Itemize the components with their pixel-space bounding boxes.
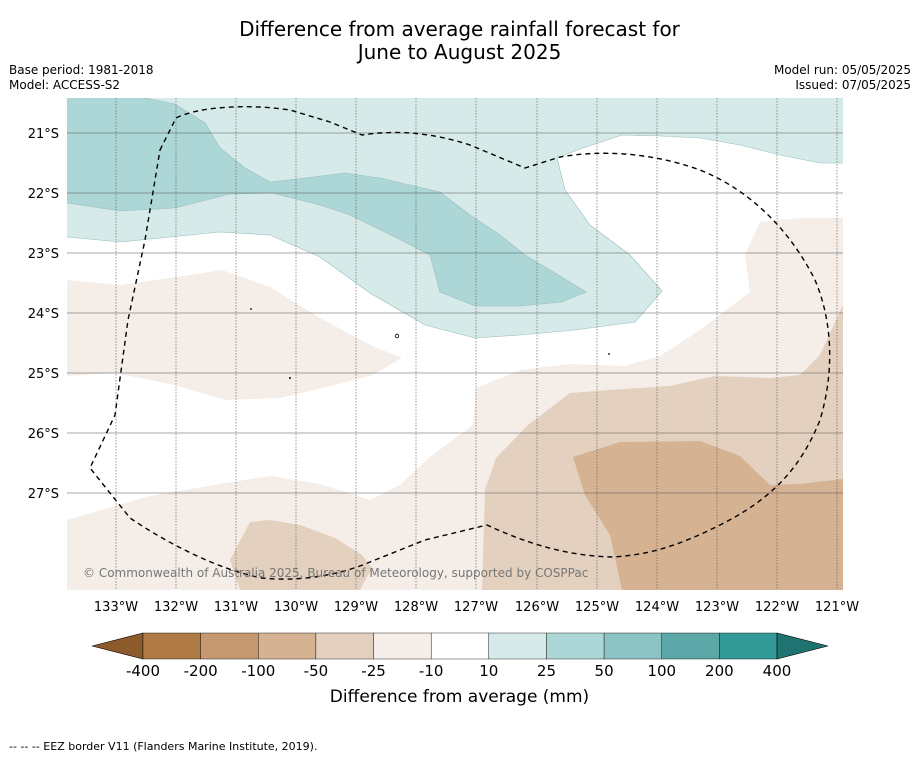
lat-label: 27°S — [28, 487, 59, 502]
contour-mid-teal-northwest — [67, 98, 586, 306]
island-marker — [608, 353, 610, 355]
title-line-2: June to August 2025 — [357, 40, 562, 64]
model-run: Model run: 05/05/2025 — [773, 63, 911, 77]
longitude-labels: 133°W 132°W 131°W 130°W 129°W 128°W 127°… — [94, 600, 859, 615]
colorbar-cell — [603, 632, 662, 660]
lon-label: 129°W — [334, 600, 378, 615]
colorbar-extend-high — [776, 632, 829, 660]
colorbar-tick-label: -50 — [304, 662, 329, 680]
lon-label: 131°W — [214, 600, 258, 615]
colorbar-tick-label: 50 — [595, 662, 614, 680]
lon-label: 124°W — [635, 600, 679, 615]
colorbar-tick-label: -200 — [184, 662, 218, 680]
latitude-labels: 21°S 22°S 23°S 24°S 25°S 26°S 27°S — [28, 127, 59, 502]
lon-label: 127°W — [454, 600, 498, 615]
colorbar-cell — [258, 632, 317, 660]
colorbar-cells — [142, 632, 778, 660]
colorbar-cell — [430, 632, 490, 660]
lon-label: 126°W — [515, 600, 559, 615]
lon-label: 121°W — [815, 600, 859, 615]
colorbar-extend-low — [91, 632, 144, 660]
colorbar-tick-label: -25 — [361, 662, 386, 680]
island-marker — [394, 333, 400, 339]
colorbar-cell — [142, 632, 201, 660]
colorbar-tick-label: 200 — [705, 662, 734, 680]
lat-label: 24°S — [28, 307, 59, 322]
lat-label: 26°S — [28, 427, 59, 442]
map-area: © Commonwealth of Australia 2025, Bureau… — [67, 98, 843, 590]
issued-date: Issued: 07/05/2025 — [795, 78, 911, 92]
colorbar-cell — [373, 632, 432, 660]
base-period: Base period: 1981-2018 — [9, 63, 154, 77]
colorbar-cell — [719, 632, 778, 660]
copyright-notice: © Commonwealth of Australia 2025, Bureau… — [83, 566, 588, 580]
contour-edges — [67, 98, 843, 339]
lat-gridlines — [67, 132, 843, 494]
colorbar-tick-label: 25 — [537, 662, 556, 680]
colorbar-cell — [200, 632, 259, 660]
colorbar-tick-labels: -400 -200 -100 -50 -25 -10 10 25 50 100 200 400 — [126, 662, 791, 680]
model-name: Model: ACCESS-S2 — [9, 78, 121, 92]
contour-mid-brown-east — [573, 441, 843, 590]
lat-label: 21°S — [28, 127, 59, 142]
gridlines — [67, 98, 843, 590]
title-line-1: Difference from average rainfall forecas… — [239, 17, 680, 41]
lon-label: 132°W — [154, 600, 198, 615]
colorbar-cell — [546, 632, 605, 660]
lat-label: 23°S — [28, 247, 59, 262]
colorbar-tick-label: 400 — [763, 662, 792, 680]
colorbar-cell — [315, 632, 374, 660]
lon-gridlines — [115, 98, 838, 590]
lon-label: 122°W — [755, 600, 799, 615]
lat-label: 25°S — [28, 367, 59, 382]
eez-border — [89, 106, 831, 580]
colorbar-cell — [488, 632, 547, 660]
island-marker — [289, 377, 291, 379]
lon-label: 128°W — [394, 600, 438, 615]
colorbar-tick-label: -100 — [241, 662, 275, 680]
map-title: Difference from average rainfall forecas… — [0, 18, 919, 64]
colorbar-cell — [661, 632, 720, 660]
lon-label: 130°W — [274, 600, 318, 615]
island-marker — [250, 308, 252, 310]
lon-label: 123°W — [695, 600, 739, 615]
lon-label: 125°W — [575, 600, 619, 615]
contour-pale-brown-west — [67, 270, 402, 400]
lon-label: 133°W — [94, 600, 138, 615]
lat-label: 22°S — [28, 187, 59, 202]
run-info: Model run: 05/05/2025 Issued: 07/05/2025 — [774, 63, 911, 93]
colorbar: -400 -200 -100 -50 -25 -10 10 25 50 100 200 400 — [91, 632, 829, 680]
eez-legend-note: -- -- -- EEZ border V11 (Flanders Marine… — [9, 740, 318, 753]
colorbar-label: Difference from average (mm) — [329, 687, 590, 707]
colorbar-tick-label: -400 — [126, 662, 160, 680]
colorbar-tick-label: 10 — [479, 662, 498, 680]
islands — [250, 308, 610, 379]
base-info: Base period: 1981-2018 Model: ACCESS-S2 — [9, 63, 154, 93]
colorbar-tick-label: 100 — [647, 662, 676, 680]
colorbar-tick-label: -10 — [419, 662, 444, 680]
